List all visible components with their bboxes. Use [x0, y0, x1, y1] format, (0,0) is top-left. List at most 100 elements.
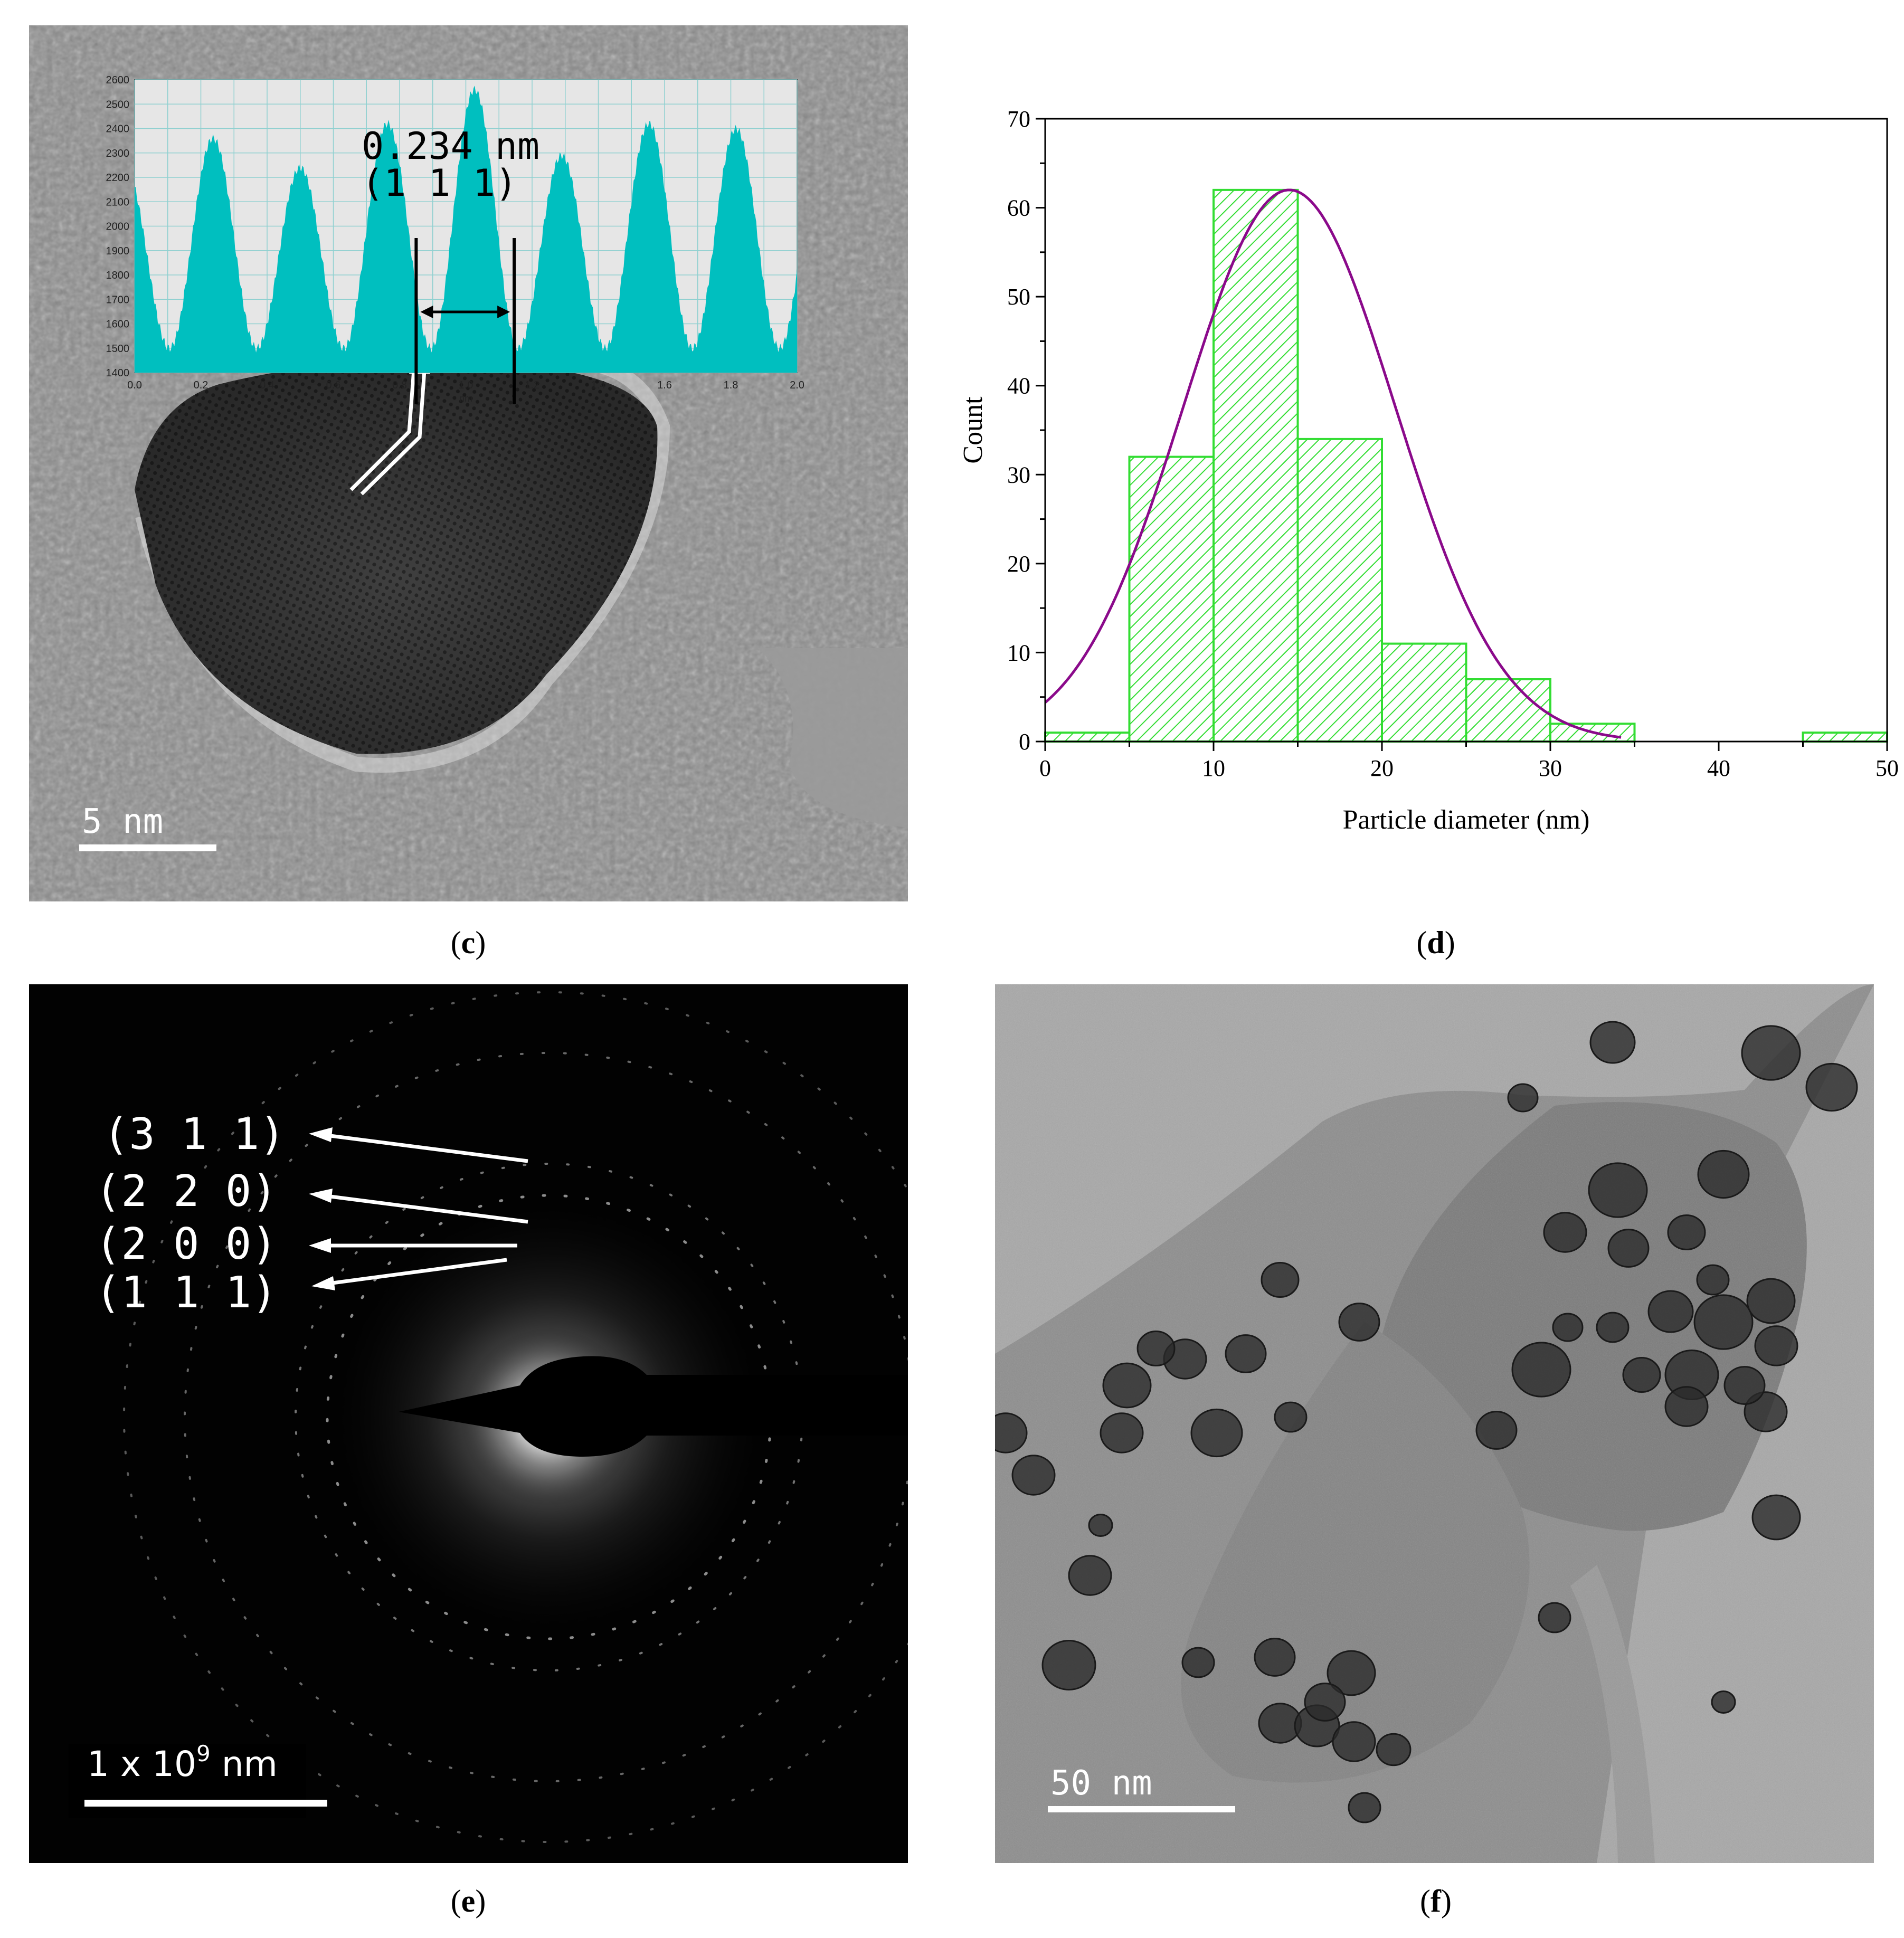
panel-e-scale-bar: [84, 1800, 327, 1807]
y-tick-label: 60: [1007, 195, 1030, 221]
nanoparticle: [1274, 1401, 1308, 1433]
nanoparticle: [1348, 1792, 1381, 1823]
nanoparticle: [1304, 1683, 1346, 1722]
profile-x-tick: 1.8: [724, 379, 738, 391]
panel-e-saed-pattern: (3 1 1) (2 2 0) (2 0 0) (1 1 1) 1 x 109 …: [29, 984, 908, 1863]
profile-x-tick: 1.0: [459, 379, 473, 391]
nanoparticle: [1100, 1412, 1144, 1454]
y-tick-label: 50: [1007, 284, 1030, 310]
caption-d: (d): [1416, 925, 1455, 960]
profile-y-tick: 1800: [106, 270, 130, 281]
y-tick-label: 30: [1007, 462, 1030, 488]
nanoparticle: [1552, 1313, 1584, 1342]
y-tick-label: 70: [1007, 106, 1030, 132]
nanoparticle: [1332, 1721, 1376, 1762]
nanoparticle: [1511, 1342, 1571, 1398]
nanoparticle: [1181, 1647, 1215, 1678]
histogram-bar: [1296, 438, 1383, 743]
y-tick-label: 40: [1007, 373, 1030, 399]
nanoparticle: [1088, 1514, 1113, 1537]
nanoparticle: [1741, 1025, 1801, 1081]
histogram-bar: [1128, 455, 1215, 743]
profile-curve: [135, 86, 797, 373]
profile-y-tick: 1600: [106, 319, 130, 330]
label-200: (2 0 0): [95, 1219, 278, 1269]
profile-y-tick: 2100: [106, 196, 130, 208]
nanoparticle: [1746, 1278, 1796, 1324]
nanoparticle: [1664, 1386, 1709, 1427]
profile-y-tick: 1700: [106, 294, 130, 306]
profile-x-tick: 1.6: [657, 379, 672, 391]
profile-y-tick: 1400: [106, 367, 130, 379]
nanoparticle: [1622, 1356, 1661, 1393]
nanoparticle: [1254, 1638, 1296, 1677]
nanoparticle: [1751, 1494, 1801, 1541]
histogram-bar: [1465, 678, 1551, 743]
nanoparticle: [1607, 1229, 1650, 1268]
histogram-bar: [1381, 642, 1467, 743]
caption-f: (f): [1420, 1884, 1452, 1918]
profile-y-tick: 1500: [106, 343, 130, 355]
panel-f-tem-image: 50 nm: [995, 984, 1874, 1863]
x-tick-label: 10: [1202, 755, 1225, 781]
nanoparticle: [1327, 1650, 1376, 1696]
nanoparticle: [1507, 1083, 1539, 1113]
panel-c-hrtem-image: 5 nm 2600 2500 2400 2300 2200 2100 2000 1900 180…: [29, 25, 908, 901]
line-profile-inset: 2600 2500 2400 2300 2200 2100 2000 1900 1800 1700…: [66, 51, 816, 415]
gaussian-fit-curve: [1044, 188, 1622, 739]
y-tick-label: 0: [1019, 729, 1030, 755]
panel-f-scale-label: 50 nm: [1050, 1764, 1152, 1803]
histogram-bar: [1802, 732, 1888, 743]
label-311: (3 1 1): [103, 1109, 286, 1160]
panel-e-scale-label: 1 x 109 nm: [87, 1741, 278, 1784]
nanoparticle: [1696, 1264, 1730, 1296]
nanoparticle: [1754, 1325, 1798, 1366]
histogram-bar: [1044, 732, 1131, 743]
nanoparticle: [1190, 1408, 1243, 1458]
nanoparticle: [1667, 1214, 1706, 1251]
profile-pointer-arrow: [349, 363, 427, 496]
spacing-label: 0.234 nm: [362, 125, 539, 168]
y-tick-label: 10: [1007, 640, 1030, 666]
nanoparticle: [1697, 1150, 1750, 1199]
profile-x-tick: 0.2: [194, 379, 209, 391]
nanoparticle: [1261, 1261, 1300, 1298]
caption-c: (c): [450, 925, 486, 960]
profile-x-unit: nm: [459, 393, 472, 404]
profile-y-tick: 2400: [106, 124, 130, 135]
nanoparticle: [1225, 1334, 1267, 1373]
beam-stop: [399, 1356, 908, 1457]
nanoparticle: [1376, 1733, 1412, 1766]
histogram-bar: [1213, 188, 1299, 743]
nanoparticle: [995, 1412, 1028, 1454]
nanoparticle: [1136, 1330, 1176, 1367]
profile-x-tick: 1.2: [525, 379, 539, 391]
nanoparticle: [1011, 1455, 1056, 1496]
panel-d-histogram: 0 10 20 30 40 50 0 10 20 30 40 50 60 70 Particle diame…: [950, 79, 1904, 871]
profile-y-tick: 2600: [106, 74, 130, 86]
nanoparticle: [1589, 1021, 1636, 1064]
nanoparticle: [1338, 1303, 1380, 1342]
nanoparticle: [1723, 1366, 1766, 1405]
x-tick-label: 30: [1539, 755, 1562, 781]
panel-c-scale-label: 5 nm: [82, 802, 163, 841]
profile-x-tick: 2.0: [790, 379, 804, 391]
x-tick-label: 40: [1707, 755, 1730, 781]
nanoparticle: [1538, 1602, 1571, 1633]
label-220: (2 2 0): [95, 1166, 278, 1217]
nanoparticle: [1068, 1555, 1112, 1596]
y-tick-label: 20: [1007, 551, 1030, 577]
profile-y-tick: 2500: [106, 99, 130, 110]
label-111: (1 1 1): [95, 1268, 278, 1318]
panel-c-scale-bar: [79, 844, 216, 851]
profile-x-tick: 1.4: [591, 379, 606, 391]
profile-y-tick: 2200: [106, 172, 130, 184]
nanoparticle: [1805, 1062, 1858, 1112]
nanoparticle: [1596, 1312, 1630, 1343]
nanoparticle: [1543, 1212, 1587, 1253]
saed-arrows: [321, 1133, 528, 1286]
profile-x-tick: 0.8: [392, 379, 407, 391]
y-axis-label: Count: [958, 396, 988, 464]
caption-e: (e): [450, 1884, 486, 1918]
panel-f-scale-bar: [1048, 1806, 1235, 1812]
